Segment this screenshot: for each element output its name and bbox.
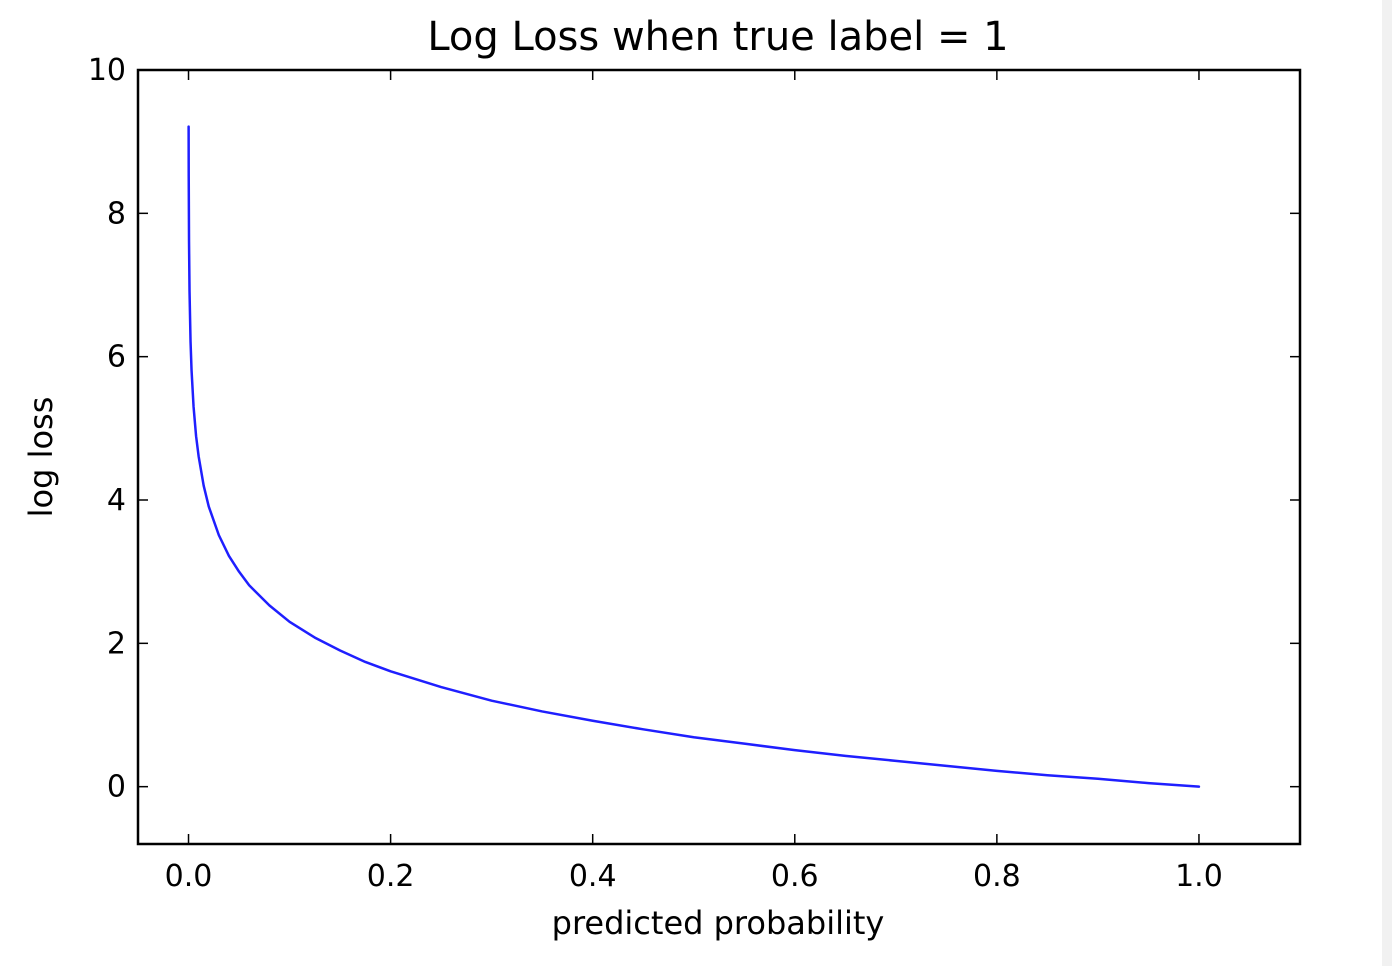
x-tick-label: 0.4 (569, 859, 617, 894)
y-tick-label: 6 (107, 340, 126, 375)
x-tick-label: 0.0 (165, 859, 213, 894)
vertical-scrollbar[interactable] (1382, 0, 1392, 966)
y-tick-label: 8 (107, 196, 126, 231)
y-axis-label: log loss (22, 397, 60, 518)
plot-frame (136, 68, 1302, 846)
chart-title: Log Loss when true label = 1 (427, 14, 1008, 60)
x-tick-label: 0.8 (973, 859, 1021, 894)
y-tick-label: 4 (107, 483, 126, 518)
series-line-0 (187, 125, 1201, 788)
plot-area: 0.0 0.2 0.4 0.6 0.8 1.0 0 2 4 6 8 10 (88, 53, 1302, 894)
y-tick-label: 0 (107, 770, 126, 805)
x-tick-label: 0.2 (367, 859, 415, 894)
x-tick-label: 1.0 (1175, 859, 1223, 894)
x-axis-label: predicted probability (552, 904, 885, 942)
y-tick-label: 10 (88, 53, 126, 88)
y-tick-label: 2 (107, 626, 126, 661)
x-tick-label: 0.6 (771, 859, 819, 894)
